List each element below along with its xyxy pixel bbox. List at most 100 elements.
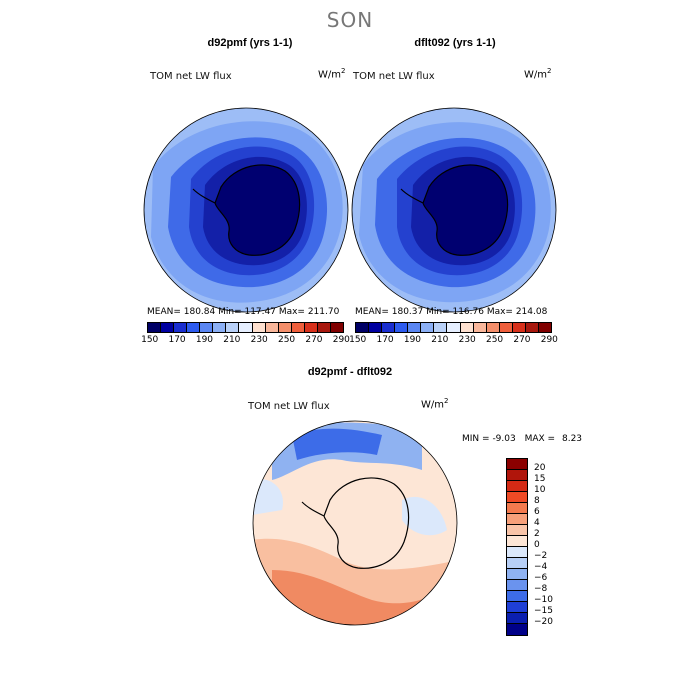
map-left-border [143, 107, 349, 313]
colorbar-diff-swatch [507, 481, 527, 492]
colorbar-diff-label: 4 [534, 518, 540, 528]
colorbar-diff-swatch [507, 591, 527, 602]
colorbar-tick-label: 290 [332, 335, 350, 345]
map-diff [252, 420, 458, 626]
colorbar-tick-label: 250 [277, 335, 296, 345]
colorbar-diff-swatch [507, 503, 527, 514]
colorbar-right [355, 322, 552, 333]
diff-minmax: MIN = -9.03 MAX = 8.23 [462, 434, 582, 444]
colorbar-tick-label: 170 [376, 335, 394, 345]
colorbar-diff-swatch [507, 536, 527, 547]
map-right-border [351, 107, 557, 313]
map-diff-border [252, 420, 458, 626]
colorbar-swatch [265, 323, 279, 332]
panel-left-units-exp: 2 [341, 67, 346, 75]
diff-title: d92pmf - dflt092 [307, 366, 393, 378]
colorbar-swatch [512, 323, 526, 332]
panel-right-stats: MEAN= 180.37 Min= 116.76 Max= 214.08 [355, 307, 548, 317]
diff-units: W/m2 [421, 397, 448, 410]
colorbar-tick-label: 210 [431, 335, 449, 345]
colorbar-tick-label: 170 [168, 335, 186, 345]
colorbar-tick-label: 190 [403, 335, 422, 345]
diff-units-exp: 2 [444, 397, 449, 405]
colorbar-swatch [499, 323, 513, 332]
colorbar-tick-label: 270 [513, 335, 531, 345]
map-left-coastline [192, 164, 301, 256]
colorbar-swatch [278, 323, 292, 332]
colorbar-swatch [382, 323, 396, 332]
colorbar-swatch [239, 323, 253, 332]
colorbar-diff-label: 0 [534, 540, 540, 550]
colorbar-diff [506, 458, 528, 636]
colorbar-diff-label: −20 [534, 617, 553, 627]
colorbar-swatch [148, 323, 162, 332]
colorbar-diff-swatch [507, 459, 527, 470]
colorbar-diff-label: −6 [534, 573, 548, 583]
colorbar-swatch [460, 323, 474, 332]
colorbar-diff-labels: 20 15 10 8 6 4 2 0 −2 −4 −6 −8 −10 −15 −20 [534, 463, 553, 628]
colorbar-diff-swatch [507, 602, 527, 613]
season-title: SON [326, 8, 374, 32]
colorbar-tick-label: 230 [458, 335, 476, 345]
colorbar-diff-swatch [507, 569, 527, 580]
colorbar-diff-label: 10 [534, 485, 546, 495]
panel-left-title: d92pmf (yrs 1-1) [207, 37, 293, 49]
colorbar-right-ticks: 150 170 190 210 230 250 270 290 [344, 335, 563, 345]
colorbar-tick-label: 290 [540, 335, 558, 345]
colorbar-diff-swatch [507, 525, 527, 536]
map-right [351, 107, 557, 313]
diff-max-value: 8.23 [561, 434, 583, 444]
panel-right-variable: TOM net LW flux [353, 71, 435, 82]
colorbar-swatch [291, 323, 305, 332]
colorbar-swatch [213, 323, 227, 332]
colorbar-tick-label: 210 [223, 335, 241, 345]
map-left-interior [215, 164, 300, 256]
colorbar-swatch [330, 323, 343, 332]
colorbar-swatch [252, 323, 266, 332]
map-diff-positive-strong [272, 570, 442, 625]
panel-left-units-base: W/m [318, 69, 341, 81]
diff-min-value: -9.03 [492, 434, 516, 444]
colorbar-diff-label: −10 [534, 595, 553, 605]
colorbar-diff-label: 2 [534, 529, 540, 539]
colorbar-diff-label: 6 [534, 507, 540, 517]
map-left [143, 107, 349, 313]
colorbar-swatch [538, 323, 551, 332]
colorbar-swatch [525, 323, 539, 332]
colorbar-tick-label: 150 [349, 335, 367, 345]
colorbar-swatch [187, 323, 201, 332]
colorbar-diff-label: −8 [534, 584, 548, 594]
colorbar-swatch [161, 323, 175, 332]
colorbar-diff-swatch [507, 558, 527, 569]
colorbar-tick-label: 150 [141, 335, 159, 345]
colorbar-diff-label: −15 [534, 606, 553, 616]
colorbar-tick-label: 250 [485, 335, 504, 345]
colorbar-left [147, 322, 344, 333]
colorbar-diff-label: 8 [534, 496, 540, 506]
map-right-interior [423, 164, 508, 256]
colorbar-diff-label: 15 [534, 474, 546, 484]
map-diff-negative-east [402, 496, 447, 536]
colorbar-diff-swatch [507, 514, 527, 525]
diff-max-label: MAX = [524, 434, 556, 444]
colorbar-swatch [356, 323, 370, 332]
colorbar-swatch [421, 323, 435, 332]
colorbar-tick-label: 270 [305, 335, 323, 345]
colorbar-swatch [434, 323, 448, 332]
panel-right-units-base: W/m [524, 69, 547, 81]
panel-left-stats: MEAN= 180.84 Min= 117.47 Max= 211.70 [147, 307, 340, 317]
colorbar-swatch [226, 323, 240, 332]
colorbar-swatch [200, 323, 214, 332]
colorbar-diff-swatch [507, 613, 527, 624]
colorbar-swatch [447, 323, 461, 332]
diff-variable: TOM net LW flux [248, 401, 330, 412]
map-diff-negative-strong [292, 428, 382, 460]
colorbar-diff-label: −4 [534, 562, 548, 572]
colorbar-diff-swatch [507, 470, 527, 481]
panel-right-title: dflt092 (yrs 1-1) [414, 37, 496, 49]
panel-right-units: W/m2 [524, 67, 551, 80]
colorbar-swatch [369, 323, 383, 332]
colorbar-swatch [304, 323, 318, 332]
map-diff-coastline [301, 477, 410, 569]
colorbar-diff-label: 20 [534, 463, 546, 473]
